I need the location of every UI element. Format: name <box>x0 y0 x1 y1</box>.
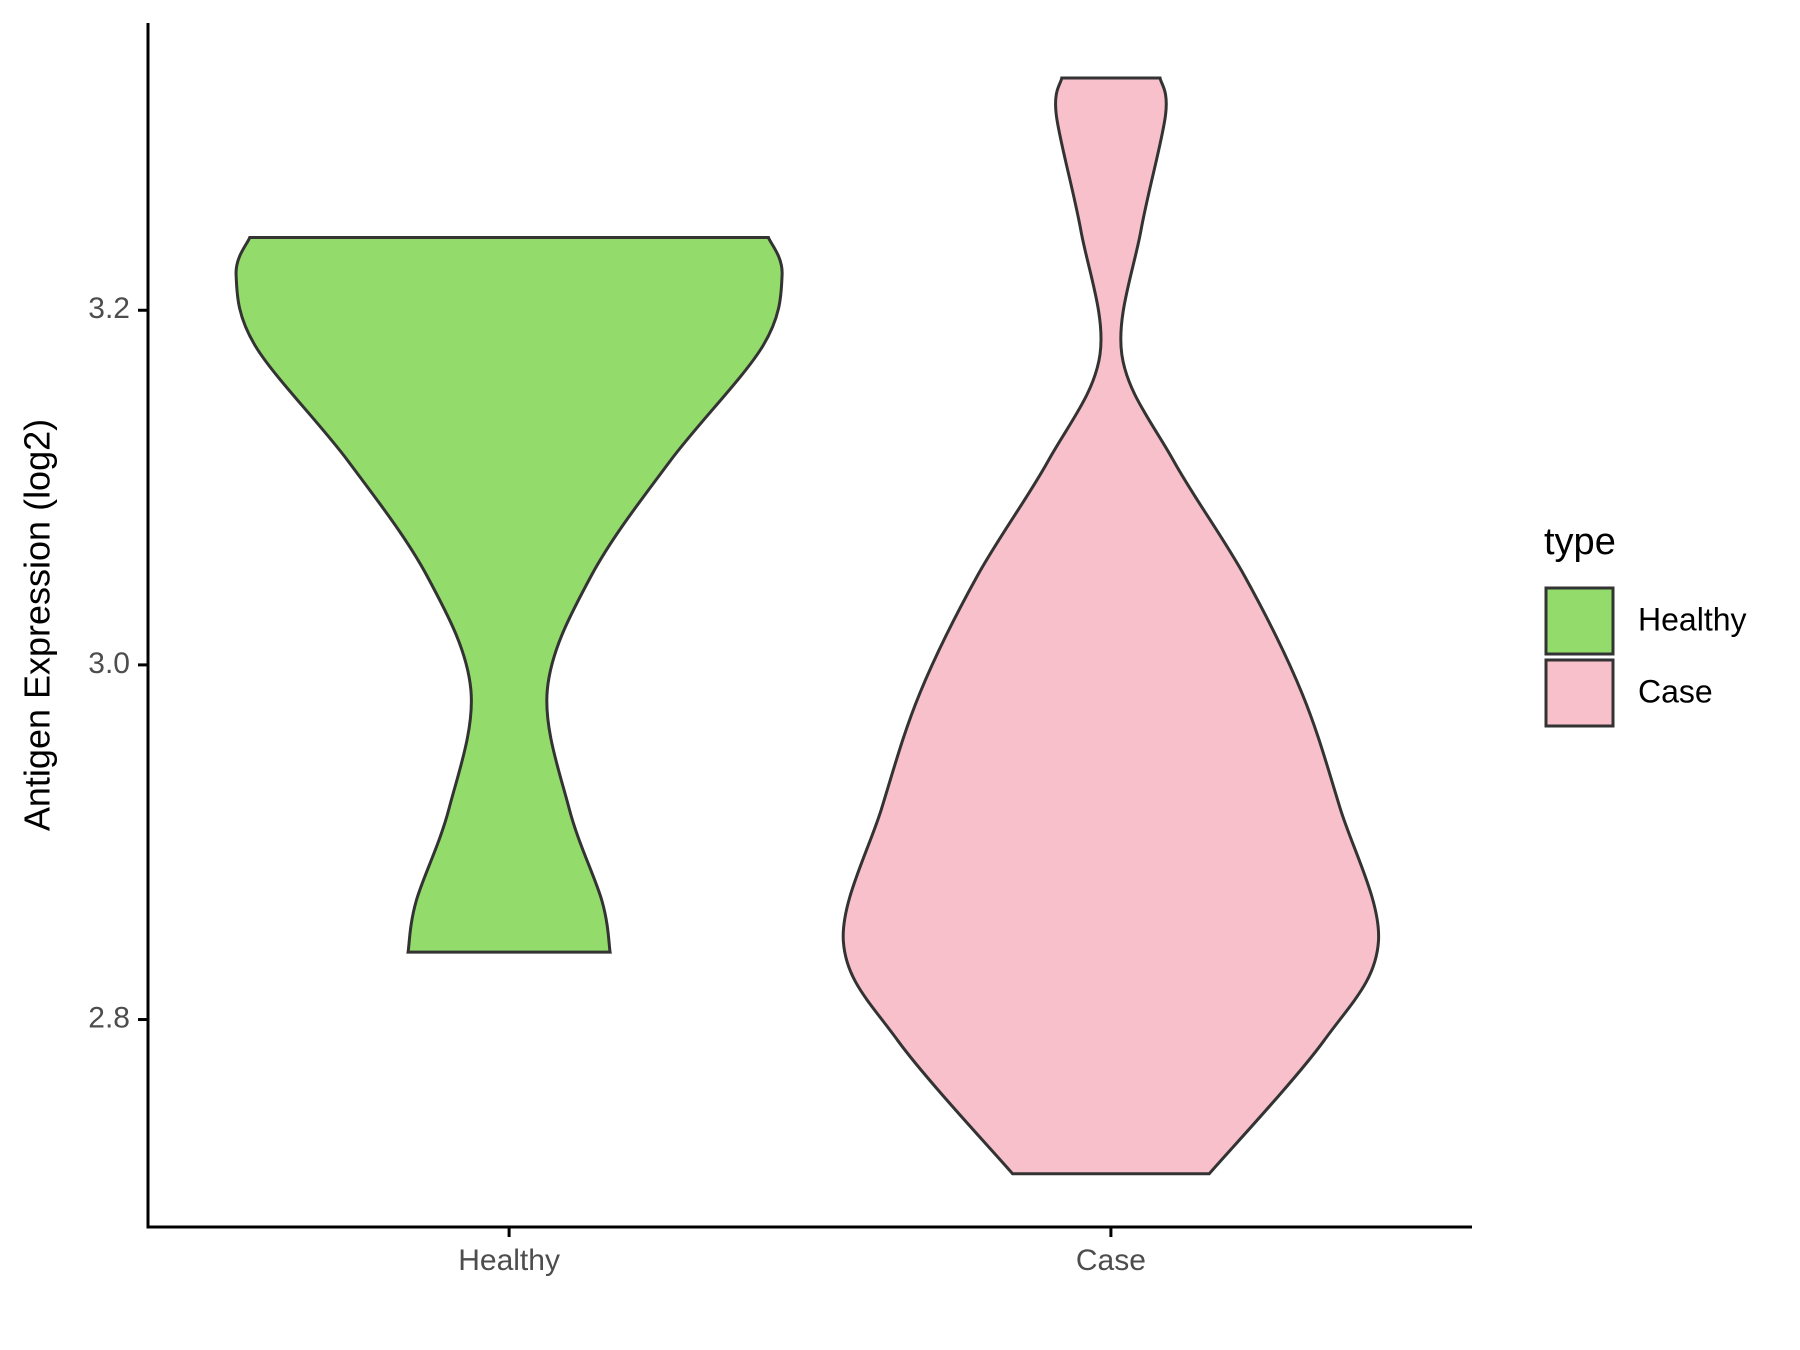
legend-key <box>1544 658 1615 728</box>
y-axis-title: Antigen Expression (log2) <box>17 419 58 831</box>
violin <box>841 76 1381 1176</box>
x-tick-label: Case <box>1076 1244 1146 1277</box>
legend-label: Healthy <box>1638 601 1747 637</box>
legend-label: Case <box>1638 673 1713 709</box>
y-tick-label: 2.8 <box>88 1001 130 1034</box>
legend-title: type <box>1544 521 1616 563</box>
x-tick-label: Healthy <box>458 1244 560 1277</box>
y-tick-label: 3.2 <box>88 292 130 325</box>
y-tick-label: 3.0 <box>88 647 130 680</box>
legend-key <box>1544 586 1615 656</box>
violin <box>234 236 784 954</box>
